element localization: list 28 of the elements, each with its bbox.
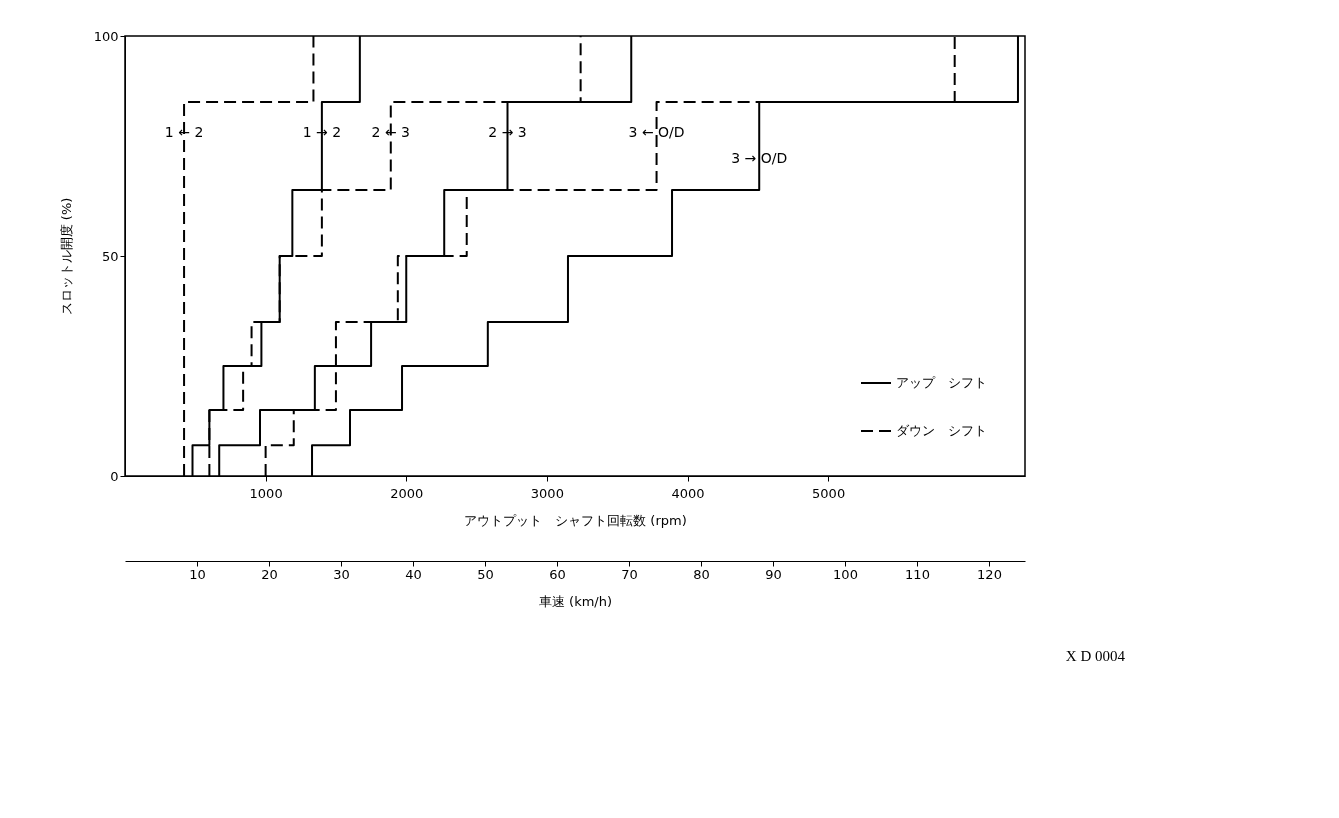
legend-label: アップ シフト xyxy=(896,375,987,390)
x-tick-label: 5000 xyxy=(812,485,846,501)
x2-tick-label: 70 xyxy=(621,566,638,582)
y-axis-title: スロットル開度 (%) xyxy=(58,197,74,316)
x2-tick-label: 10 xyxy=(189,566,206,582)
x-tick-label: 4000 xyxy=(671,485,705,501)
x2-tick-label: 50 xyxy=(477,566,494,582)
annotation: 3 ← O/D xyxy=(628,123,685,140)
x-tick-label: 2000 xyxy=(390,485,424,501)
x2-tick-label: 20 xyxy=(261,566,278,582)
text: X D 0004 xyxy=(1065,648,1126,664)
x2-tick-label: 100 xyxy=(833,566,858,582)
legend-label: ダウン シフト xyxy=(896,423,987,438)
x2-tick-label: 110 xyxy=(905,566,930,582)
x2-tick-label: 30 xyxy=(333,566,350,582)
x2-axis-title: 車速 (km/h) xyxy=(538,593,613,609)
x2-tick-label: 40 xyxy=(405,566,422,582)
y-tick-label: 100 xyxy=(93,28,119,44)
x-tick-label: 1000 xyxy=(249,485,283,501)
x2-tick-label: 120 xyxy=(977,566,1002,582)
x2-tick-label: 80 xyxy=(693,566,710,582)
x2-tick-label: 90 xyxy=(765,566,782,582)
x-axis-title: アウトプット シャフト回転数 (rpm) xyxy=(464,512,687,528)
annotation: 3 → O/D xyxy=(731,150,788,167)
y-tick-label: 50 xyxy=(101,248,119,264)
y-tick-label: 0 xyxy=(110,468,119,484)
x2-tick-label: 60 xyxy=(549,566,566,582)
x-tick-label: 3000 xyxy=(530,485,564,501)
